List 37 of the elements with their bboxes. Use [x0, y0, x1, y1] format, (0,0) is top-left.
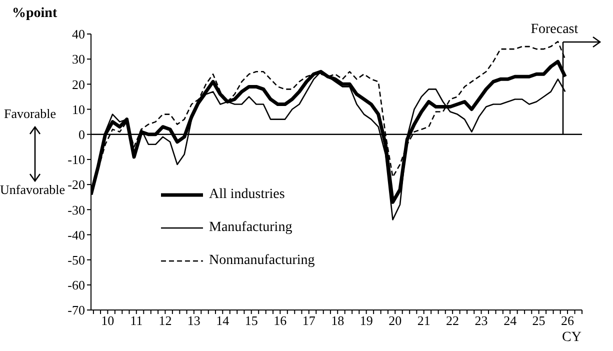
legend-label: All industries — [209, 186, 285, 202]
legend-label: Nonmanufacturing — [209, 252, 315, 268]
x-axis-title: CY — [562, 330, 582, 346]
x-tick-label: 12 — [158, 313, 172, 328]
x-tick-label: 17 — [302, 313, 316, 328]
x-tick-label: 23 — [474, 313, 488, 328]
x-tick-label: 11 — [130, 313, 143, 328]
x-tick-label: 26 — [561, 313, 575, 328]
y-tick-label: 0 — [78, 126, 85, 142]
y-tick-label: -30 — [68, 202, 85, 218]
y-tick-label: 10 — [72, 102, 85, 117]
x-tick-label: 10 — [101, 313, 114, 328]
text: Favorable — [4, 106, 56, 122]
y-tick-label: -20 — [68, 177, 85, 192]
x-tick-label: 14 — [216, 313, 230, 328]
x-tick-label: 16 — [274, 313, 288, 328]
y-tick-label: 40 — [72, 26, 85, 42]
y-axis-title: %point — [12, 6, 58, 22]
x-tick-label: 21 — [417, 313, 430, 328]
x-tick-label: 15 — [244, 313, 258, 328]
annotation: Forecast — [530, 22, 578, 38]
x-tick-label: 13 — [187, 313, 200, 328]
x-tick-label: 18 — [331, 313, 344, 328]
y-tick-label: -40 — [68, 227, 85, 242]
y-tick-label: -70 — [68, 302, 85, 318]
x-tick-label: 22 — [446, 313, 460, 328]
y-tick-label: -60 — [68, 278, 85, 293]
text: Unfavorable — [0, 182, 65, 198]
y-tick-label: -10 — [68, 152, 85, 168]
x-tick-label: 19 — [360, 313, 373, 328]
y-tick-label: 20 — [72, 76, 85, 92]
x-tick-label: 24 — [504, 313, 518, 328]
y-tick-label: 30 — [72, 52, 85, 67]
y-tick-label: -50 — [68, 252, 85, 268]
x-tick-label: 20 — [388, 313, 402, 328]
x-tick-label: 25 — [532, 313, 546, 328]
legend-label: Manufacturing — [209, 220, 292, 236]
